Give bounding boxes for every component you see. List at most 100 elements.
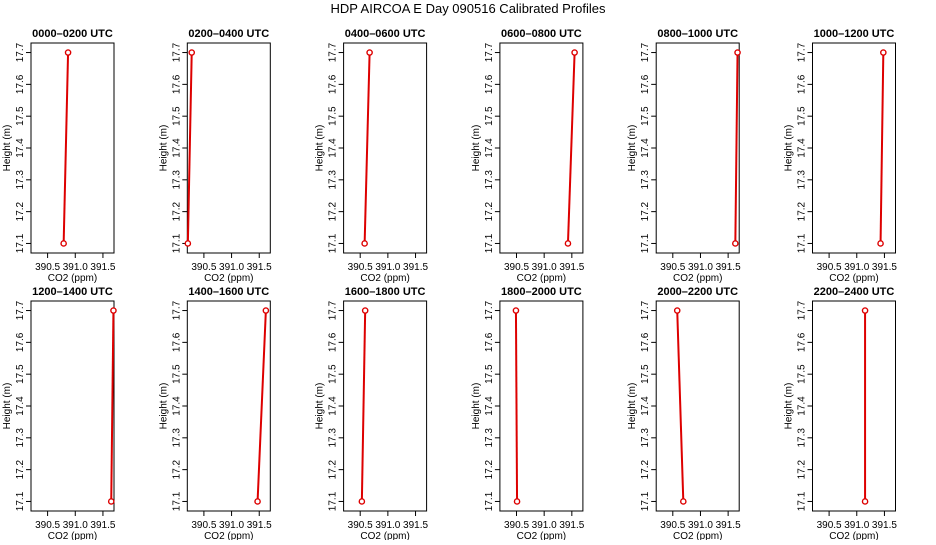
- panel-2-frame: [186, 42, 271, 254]
- panel-12-y-tick-label: 17.3: [797, 428, 808, 448]
- panel-4-y-tick-label: 17.6: [484, 74, 495, 94]
- panel-1-y-tick-label: 17.1: [15, 233, 26, 253]
- panel-7-x-tick-label: 391.0: [63, 520, 88, 531]
- panel-5-profile-line: [734, 52, 739, 244]
- figure-title: HDP AIRCOA E Day 090516 Calibrated Profi…: [330, 1, 606, 16]
- panel-8-y-axis-label: Height (m): [158, 383, 169, 430]
- panel-1-y-tick-label: 17.4: [15, 138, 26, 158]
- panel-10-data-point: [512, 307, 520, 314]
- panel-2-y-tick-label: 17.1: [171, 233, 182, 253]
- panel-7-x-tick-label: 390.5: [35, 520, 60, 531]
- panel-11-y-axis-label: Height (m): [627, 383, 638, 430]
- panel-5-y-tick-label: 17.3: [640, 170, 651, 190]
- panel-7-y-tick-label: 17.3: [15, 428, 26, 448]
- panel-4-data-point: [571, 49, 578, 56]
- panel-8-title: 1400–1600 UTC: [188, 286, 269, 298]
- panel-12-y-tick-label: 17.2: [797, 459, 808, 479]
- panel-6-y-tick-label: 17.2: [797, 201, 808, 221]
- panel-12-y-tick-label: 17.1: [797, 491, 808, 511]
- panel-10-y-tick-label: 17.5: [484, 364, 495, 384]
- panel-2-data-point: [184, 240, 192, 247]
- panel-9-y-tick-label: 17.6: [328, 332, 339, 352]
- panel-3-y-tick-label: 17.4: [328, 138, 339, 158]
- panel-4-y-tick-label: 17.3: [484, 170, 495, 190]
- panel-12-y-tick-label: 17.4: [797, 396, 808, 416]
- panel-10-y-tick-label: 17.7: [484, 300, 495, 320]
- panel-9-x-tick-label: 391.5: [403, 520, 428, 531]
- panel-1-x-tick-label: 391.5: [90, 262, 115, 273]
- panel-6-x-tick-label: 391.5: [872, 262, 897, 273]
- panel-8-y-tick-label: 17.2: [171, 459, 182, 479]
- panel-8-data-point: [262, 307, 270, 314]
- panel-6-x-tick-label: 391.0: [844, 262, 869, 273]
- panel-3-data-point: [361, 240, 368, 247]
- panel-2-x-tick-label: 391.5: [247, 262, 272, 273]
- panel-4-x-tick-label: 391.5: [559, 262, 584, 273]
- panel-10-y-tick-label: 17.4: [484, 396, 495, 416]
- panel-2-y-tick-label: 17.6: [171, 74, 182, 94]
- panel-12-x-tick-label: 391.5: [872, 520, 897, 531]
- panel-11-y-tick-label: 17.5: [640, 364, 651, 384]
- panel-1-x-tick-label: 390.5: [35, 262, 60, 273]
- panel-6-data-point: [877, 240, 884, 247]
- panel-6-y-tick-label: 17.5: [797, 106, 808, 126]
- panel-7-y-tick-label: 17.7: [15, 300, 26, 320]
- panel-8-data-point: [254, 498, 261, 505]
- panel-5-y-tick-label: 17.4: [640, 138, 651, 158]
- panel-9-y-tick-label: 17.3: [328, 428, 339, 448]
- panel-3-profile-line: [363, 52, 371, 244]
- panel-11-y-tick-label: 17.4: [640, 396, 651, 416]
- panel-2-y-tick-label: 17.5: [171, 106, 182, 126]
- panel-8-y-tick-label: 17.1: [171, 491, 182, 511]
- panel-2-y-tick-label: 17.3: [171, 170, 182, 190]
- panel-11-x-tick-label: 391.0: [688, 520, 713, 531]
- panel-5-y-tick-label: 17.5: [640, 106, 651, 126]
- panel-8-y-tick-label: 17.5: [171, 364, 182, 384]
- panel-10-x-tick-label: 391.0: [532, 520, 557, 531]
- panel-4-y-tick-label: 17.7: [484, 42, 495, 62]
- panel-10-x-tick-label: 390.5: [504, 520, 529, 531]
- panel-9-x-axis-label: CO2 (ppm): [360, 531, 409, 540]
- panel-5-y-tick-label: 17.1: [640, 233, 651, 253]
- panel-11-profile-line: [676, 310, 685, 502]
- panel-3-y-tick-label: 17.5: [328, 106, 339, 126]
- panel-3-frame: [343, 42, 428, 254]
- panel-8-y-tick-label: 17.3: [171, 428, 182, 448]
- panel-6-y-tick-label: 17.6: [797, 74, 808, 94]
- panel-4-y-tick-label: 17.4: [484, 138, 495, 158]
- panel-3-y-tick-label: 17.6: [328, 74, 339, 94]
- panel-5-y-axis-label: Height (m): [627, 125, 638, 172]
- panel-7-title: 1200–1400 UTC: [32, 286, 113, 298]
- panel-6-y-tick-label: 17.7: [797, 42, 808, 62]
- panel-5-y-tick-label: 17.6: [640, 74, 651, 94]
- panel-9-y-tick-label: 17.1: [328, 491, 339, 511]
- panel-4-x-tick-label: 390.5: [504, 262, 529, 273]
- panel-1-data-point: [64, 49, 72, 56]
- panel-8-y-tick-label: 17.4: [171, 396, 182, 416]
- panel-7-profile-line: [110, 310, 115, 502]
- panel-6-title: 1000–1200 UTC: [814, 28, 895, 40]
- panel-9-title: 1600–1800 UTC: [345, 286, 426, 298]
- panel-10-title: 1800–2000 UTC: [501, 286, 582, 298]
- panel-12-y-tick-label: 17.5: [797, 364, 808, 384]
- panel-8-y-tick-label: 17.6: [171, 332, 182, 352]
- panel-6-y-tick-label: 17.1: [797, 233, 808, 253]
- panel-5-title: 0800–1000 UTC: [657, 28, 738, 40]
- panel-2-data-point: [188, 49, 196, 56]
- panel-1-y-tick-label: 17.7: [15, 42, 26, 62]
- panel-10-x-axis-label: CO2 (ppm): [517, 531, 566, 540]
- panel-1-x-axis-label: CO2 (ppm): [48, 273, 97, 284]
- panel-11-title: 2000–2200 UTC: [657, 286, 738, 298]
- panel-3-x-axis-label: CO2 (ppm): [360, 273, 409, 284]
- panel-5-x-tick-label: 390.5: [660, 262, 685, 273]
- panel-5-frame: [655, 42, 740, 254]
- panel-1-title: 0000–0200 UTC: [32, 28, 113, 40]
- panel-10-data-point: [513, 498, 521, 505]
- panel-7-y-axis-label: Height (m): [2, 383, 13, 430]
- panel-3-y-axis-label: Height (m): [315, 125, 326, 172]
- panel-1-y-tick-label: 17.2: [15, 201, 26, 221]
- panel-11-x-tick-label: 390.5: [660, 520, 685, 531]
- panel-12-data-point: [861, 498, 869, 505]
- panel-12-y-axis-label: Height (m): [784, 383, 795, 430]
